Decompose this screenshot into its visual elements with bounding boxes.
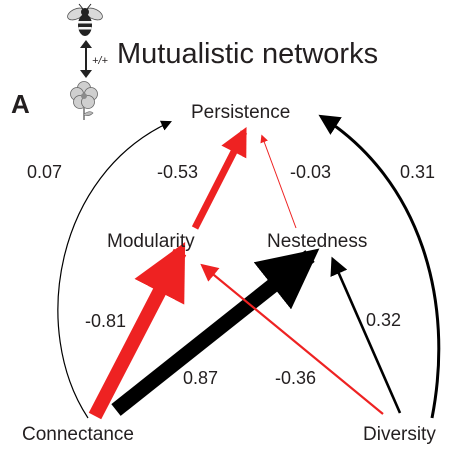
node-connectance: Connectance bbox=[22, 424, 134, 445]
arrow-connectance-modularity bbox=[88, 242, 187, 420]
node-nestedness: Nestedness bbox=[267, 231, 368, 252]
node-persistence: Persistence bbox=[191, 102, 291, 123]
coef-diversity-persistence: 0.31 bbox=[400, 162, 436, 182]
node-modularity: Modularity bbox=[107, 231, 195, 252]
node-diversity: Diversity bbox=[363, 424, 436, 445]
coef-connectance-modularity: -0.81 bbox=[85, 311, 127, 331]
figure-title: Mutualistic networks bbox=[117, 38, 379, 70]
arrow-diversity-nestedness bbox=[330, 256, 402, 414]
coef-modularity-persistence: -0.53 bbox=[157, 162, 199, 182]
coef-connectance-persistence: 0.07 bbox=[27, 162, 63, 182]
flower-icon bbox=[70, 81, 98, 120]
arrow-nestedness-persistence bbox=[260, 134, 297, 229]
double-arrow-icon bbox=[80, 40, 92, 78]
arrow-connectance-nestedness bbox=[111, 248, 320, 416]
coef-connectance-nestedness: 0.87 bbox=[183, 368, 219, 388]
coef-diversity-nestedness: 0.32 bbox=[366, 310, 402, 330]
arrow-connectance-persistence bbox=[57, 120, 172, 419]
arrow-diversity-modularity bbox=[200, 263, 384, 415]
arrow-diversity-persistence bbox=[318, 114, 441, 419]
interaction-sign: +/+ bbox=[92, 55, 108, 67]
arrow-modularity-persistence bbox=[191, 127, 248, 230]
bee-icon bbox=[67, 3, 103, 36]
coef-nestedness-persistence: -0.03 bbox=[290, 162, 332, 182]
coef-diversity-modularity: -0.36 bbox=[275, 368, 317, 388]
panel-letter: A bbox=[11, 89, 30, 119]
